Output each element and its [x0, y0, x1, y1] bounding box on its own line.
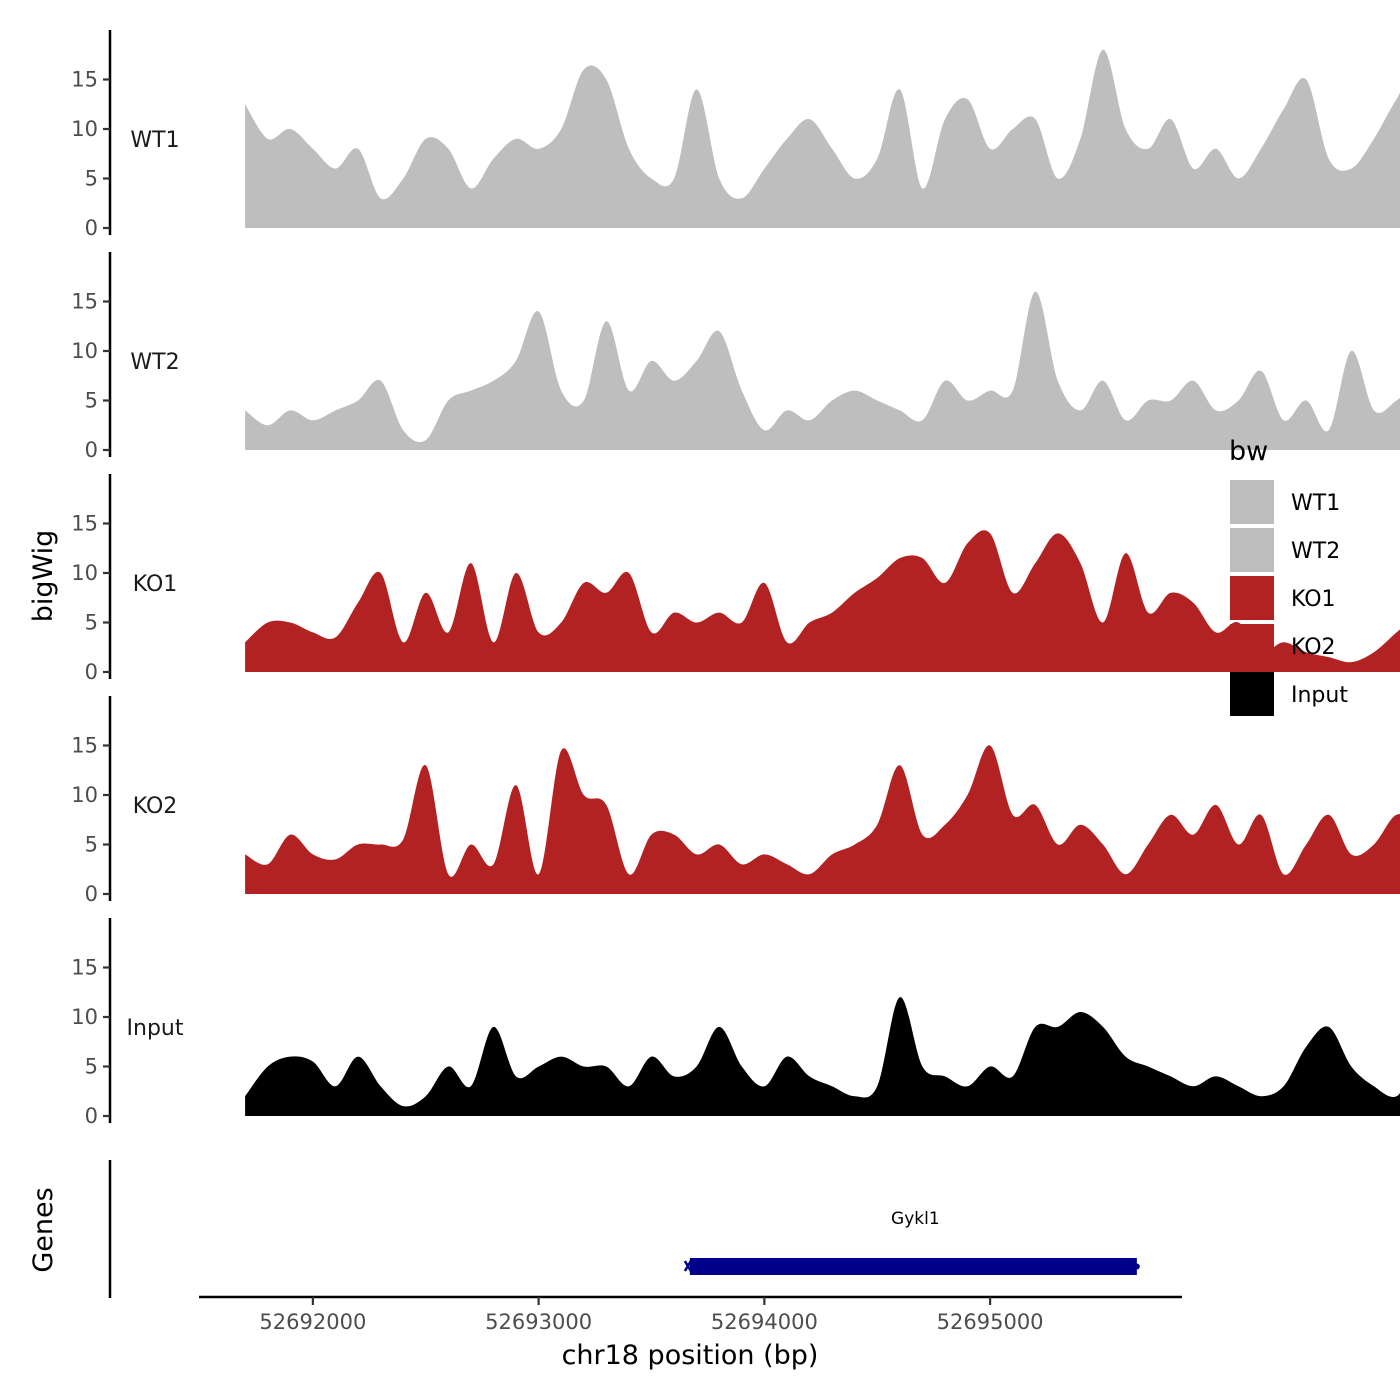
- y-tick-label: 5: [85, 389, 98, 413]
- legend-swatch: [1230, 672, 1274, 716]
- legend-title: bw: [1229, 436, 1268, 467]
- y-tick-label: 0: [85, 660, 98, 684]
- area-ko1: [245, 530, 1400, 672]
- track-input: 0 5 10 15 Input: [71, 918, 1400, 1128]
- area-wt1: [245, 49, 1400, 228]
- legend-item-wt2: WT2: [1230, 528, 1340, 572]
- gene-body: [689, 1258, 1137, 1275]
- x-tick-label: 52693000: [485, 1310, 592, 1334]
- y-axis-title: bigWig: [28, 530, 59, 623]
- legend-swatch: [1230, 528, 1274, 572]
- gene-end-marker: [1133, 1263, 1140, 1270]
- track-label: Input: [127, 1016, 184, 1041]
- y-tick-label: 15: [71, 512, 98, 536]
- area-wt2: [245, 291, 1400, 450]
- track-wt1: 0 5 10 15 WT1: [71, 30, 1400, 240]
- track-ko1: 0 5 10 15 KO1: [71, 474, 1400, 684]
- track-label: WT2: [130, 350, 179, 375]
- strand-marker: [683, 1260, 692, 1272]
- y-tick-label: 10: [71, 783, 98, 807]
- genes-axis-title: Genes: [28, 1187, 59, 1272]
- legend-label: WT1: [1291, 491, 1340, 516]
- x-tick-label: 52695000: [937, 1310, 1044, 1334]
- area-input: [245, 997, 1400, 1116]
- y-tick-label: 15: [71, 290, 98, 314]
- track-wt2: 0 5 10 15 WT2: [71, 252, 1400, 462]
- track-label: KO1: [133, 572, 178, 597]
- y-tick-label: 0: [85, 438, 98, 462]
- gene-label: Gykl1: [891, 1209, 940, 1229]
- track-label: WT1: [130, 128, 179, 153]
- legend-item-ko2: KO2: [1230, 624, 1336, 668]
- area-ko2: [245, 745, 1400, 894]
- track-ko2: 0 5 10 15 KO2: [71, 696, 1400, 906]
- legend-label: Input: [1291, 683, 1348, 708]
- y-tick-label: 10: [71, 1005, 98, 1029]
- x-tick-label: 52692000: [259, 1310, 366, 1334]
- legend-item-input: Input: [1230, 672, 1348, 716]
- y-tick-label: 0: [85, 216, 98, 240]
- y-tick-label: 15: [71, 734, 98, 758]
- legend-item-ko1: KO1: [1230, 576, 1336, 620]
- gene-gykl1: Gykl1: [683, 1209, 1140, 1275]
- y-tick-label: 10: [71, 561, 98, 585]
- legend-label: WT2: [1291, 539, 1340, 564]
- y-tick-label: 10: [71, 339, 98, 363]
- x-axis: 52692000 52693000 52694000 52695000: [199, 1295, 1182, 1334]
- y-tick-label: 10: [71, 117, 98, 141]
- track-label: KO2: [133, 794, 178, 819]
- legend-item-wt1: WT1: [1230, 480, 1340, 524]
- legend-label: KO2: [1291, 635, 1336, 660]
- y-tick-label: 5: [85, 833, 98, 857]
- legend-label: KO1: [1291, 587, 1336, 612]
- legend-swatch: [1230, 624, 1274, 668]
- y-tick-label: 0: [85, 1104, 98, 1128]
- y-tick-label: 15: [71, 956, 98, 980]
- legend-swatch: [1230, 480, 1274, 524]
- legend-swatch: [1230, 576, 1274, 620]
- y-tick-label: 15: [71, 68, 98, 92]
- legend-items: WT1 WT2 KO1 KO2 Input: [1230, 480, 1348, 716]
- y-tick-label: 5: [85, 167, 98, 191]
- x-axis-title: chr18 position (bp): [562, 1340, 819, 1371]
- track-panels: 0 5 10 15 WT1 0 5 10 15 WT2 0 5 10 15 KO1 0 5 10 15 KO2 0 5 10…: [71, 30, 1400, 1128]
- y-tick-label: 5: [85, 1055, 98, 1079]
- y-tick-label: 5: [85, 611, 98, 635]
- x-tick-label: 52694000: [711, 1310, 818, 1334]
- y-tick-label: 0: [85, 882, 98, 906]
- legend: bw WT1 WT2 KO1 KO2 Input: [1229, 436, 1348, 716]
- gene-panel: Gykl1: [108, 1160, 1140, 1298]
